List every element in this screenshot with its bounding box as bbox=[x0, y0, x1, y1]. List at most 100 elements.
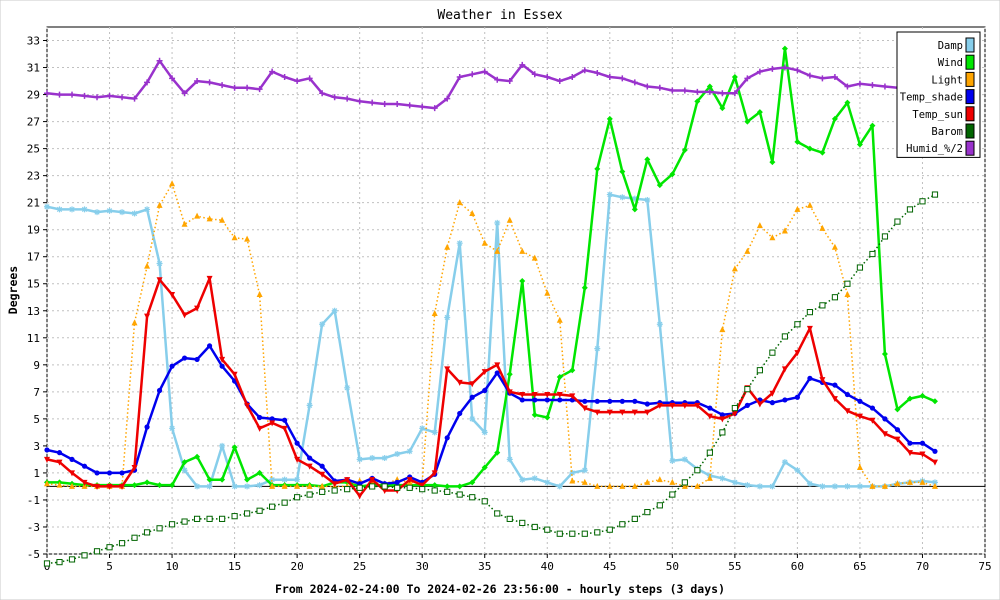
data-point bbox=[806, 325, 813, 332]
data-point bbox=[619, 482, 626, 489]
y-tick-label: 33 bbox=[27, 35, 40, 48]
data-point bbox=[519, 397, 525, 403]
y-tick-label: 7 bbox=[33, 386, 40, 399]
data-point bbox=[894, 427, 901, 433]
y-tick-label: 29 bbox=[27, 89, 40, 102]
data-point bbox=[569, 477, 576, 484]
y-axis-label: Degrees bbox=[6, 266, 20, 314]
data-point bbox=[231, 444, 238, 451]
data-point bbox=[881, 233, 889, 240]
data-point bbox=[294, 456, 301, 463]
x-tick-label: 15 bbox=[228, 560, 241, 573]
data-point bbox=[94, 209, 101, 216]
series-light bbox=[44, 180, 938, 489]
data-point bbox=[781, 64, 788, 71]
legend-swatch-barom bbox=[965, 123, 975, 139]
data-point bbox=[869, 250, 876, 258]
data-point bbox=[681, 456, 688, 463]
data-point bbox=[531, 411, 538, 418]
data-point bbox=[156, 57, 163, 64]
data-point bbox=[144, 424, 150, 430]
data-point bbox=[144, 262, 151, 269]
data-point bbox=[219, 476, 226, 483]
data-point bbox=[269, 476, 276, 483]
data-point bbox=[582, 398, 588, 404]
data-point bbox=[319, 90, 326, 97]
data-point bbox=[644, 509, 651, 516]
data-point bbox=[594, 529, 601, 536]
y-tick-label: 15 bbox=[27, 278, 40, 291]
data-point bbox=[481, 369, 488, 376]
data-point bbox=[669, 87, 676, 94]
data-point bbox=[106, 470, 113, 476]
data-point bbox=[556, 530, 563, 537]
data-point bbox=[831, 294, 839, 301]
data-point bbox=[519, 519, 526, 527]
y-tick-label: 21 bbox=[27, 197, 40, 210]
data-point bbox=[94, 483, 101, 490]
data-point bbox=[594, 482, 601, 489]
data-point bbox=[694, 402, 701, 409]
data-point bbox=[444, 243, 451, 250]
data-point bbox=[782, 397, 788, 403]
y-tick-label: 19 bbox=[27, 224, 40, 237]
data-point bbox=[231, 371, 238, 378]
data-point bbox=[56, 559, 63, 566]
data-point bbox=[506, 78, 513, 85]
data-point bbox=[319, 488, 326, 495]
data-point bbox=[619, 409, 626, 416]
data-point bbox=[244, 84, 251, 91]
data-point bbox=[431, 105, 438, 112]
data-point bbox=[531, 254, 538, 261]
x-tick-label: 75 bbox=[978, 560, 991, 573]
data-point bbox=[68, 556, 76, 563]
data-point bbox=[681, 479, 688, 486]
data-point bbox=[356, 98, 363, 105]
data-point bbox=[256, 86, 263, 93]
data-point bbox=[844, 483, 851, 490]
data-point bbox=[544, 479, 551, 486]
data-point bbox=[56, 481, 63, 488]
data-point bbox=[294, 476, 301, 483]
legend-swatch-light bbox=[965, 71, 975, 87]
data-point bbox=[832, 382, 838, 388]
data-point bbox=[256, 482, 263, 489]
data-point bbox=[806, 480, 813, 487]
data-point bbox=[181, 355, 188, 361]
data-point bbox=[169, 292, 176, 299]
data-point bbox=[844, 99, 851, 106]
data-point bbox=[594, 69, 601, 76]
data-point bbox=[494, 76, 501, 83]
data-point bbox=[869, 82, 876, 89]
data-point bbox=[294, 494, 301, 501]
data-point bbox=[494, 510, 501, 517]
x-tick-label: 70 bbox=[916, 560, 929, 573]
data-point bbox=[106, 207, 113, 214]
data-point bbox=[169, 363, 175, 369]
y-tick-label: 9 bbox=[33, 359, 40, 372]
data-point bbox=[131, 319, 138, 326]
data-point bbox=[756, 483, 763, 490]
data-point bbox=[794, 67, 801, 74]
data-point bbox=[532, 397, 538, 403]
data-point bbox=[594, 398, 600, 404]
data-point bbox=[769, 483, 776, 490]
data-point bbox=[344, 95, 351, 102]
data-point bbox=[256, 469, 263, 476]
data-point bbox=[581, 405, 588, 412]
data-point bbox=[656, 502, 663, 509]
x-axis: 051015202530354045505560657075 bbox=[44, 554, 992, 573]
data-point bbox=[306, 491, 313, 498]
data-point bbox=[131, 210, 138, 217]
data-point bbox=[569, 367, 576, 374]
legend-label-barom: Barom bbox=[931, 126, 963, 138]
data-point bbox=[781, 45, 788, 52]
data-point bbox=[906, 206, 914, 213]
data-point bbox=[669, 478, 676, 485]
x-tick-label: 35 bbox=[478, 560, 491, 573]
data-point bbox=[307, 455, 313, 461]
data-point bbox=[681, 402, 688, 409]
data-point bbox=[706, 413, 713, 420]
